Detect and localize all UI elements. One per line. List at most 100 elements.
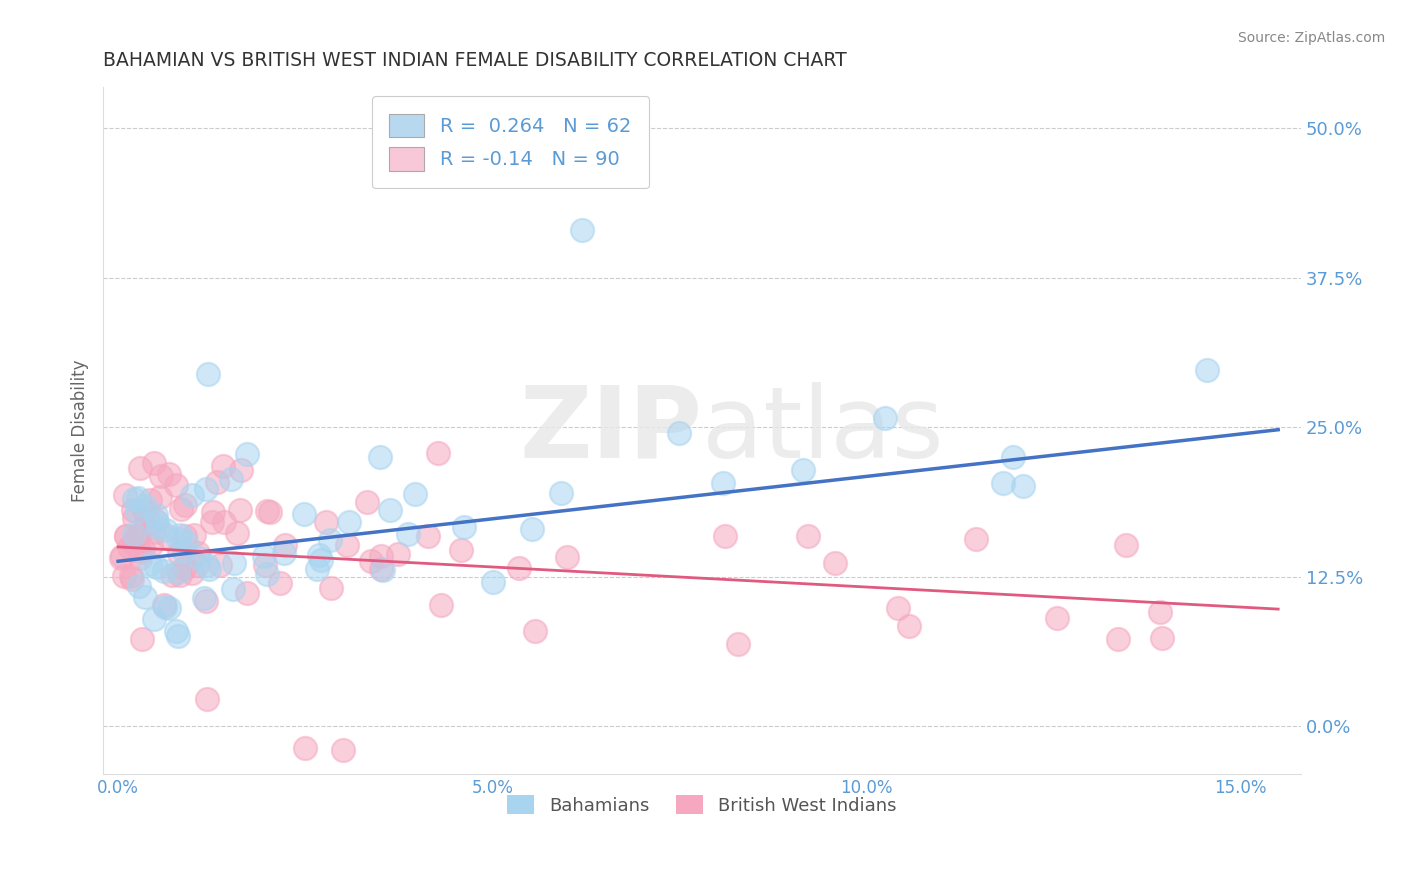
Point: [235, 586, 257, 600]
Text: ZIP: ZIP: [519, 382, 702, 479]
Point: [146, 521, 169, 535]
Point: [152, 598, 174, 612]
Legend: Bahamians, British West Indians: Bahamians, British West Indians: [498, 786, 905, 823]
Point: [1012, 479, 1035, 493]
Point: [339, 515, 361, 529]
Point: [115, 529, 138, 543]
Point: [121, 572, 143, 586]
Point: [396, 527, 419, 541]
Point: [308, 548, 330, 562]
Point: [128, 551, 150, 566]
Point: [167, 629, 190, 643]
Point: [225, 526, 247, 541]
Point: [181, 488, 204, 502]
Point: [416, 528, 439, 542]
Point: [214, 515, 236, 529]
Point: [157, 600, 180, 615]
Point: [368, 450, 391, 465]
Point: [209, 558, 232, 573]
Point: [292, 507, 315, 521]
Point: [142, 612, 165, 626]
Point: [122, 511, 145, 525]
Point: [315, 516, 337, 530]
Point: [122, 503, 145, 517]
Point: [524, 624, 547, 638]
Point: [274, 538, 297, 552]
Point: [169, 545, 191, 559]
Point: [294, 740, 316, 755]
Point: [370, 549, 392, 563]
Point: [122, 527, 145, 541]
Point: [143, 525, 166, 540]
Point: [169, 528, 191, 542]
Point: [174, 498, 197, 512]
Point: [873, 410, 896, 425]
Point: [1107, 632, 1129, 647]
Point: [212, 458, 235, 473]
Point: [173, 544, 195, 558]
Point: [520, 522, 543, 536]
Point: [571, 223, 593, 237]
Point: [145, 508, 167, 522]
Point: [195, 558, 218, 573]
Point: [792, 463, 814, 477]
Point: [360, 554, 382, 568]
Point: [180, 566, 202, 581]
Point: [222, 582, 245, 596]
Point: [453, 520, 475, 534]
Point: [139, 492, 162, 507]
Point: [129, 461, 152, 475]
Point: [128, 579, 150, 593]
Point: [149, 469, 172, 483]
Point: [256, 504, 278, 518]
Point: [193, 591, 215, 605]
Point: [221, 473, 243, 487]
Point: [127, 491, 149, 505]
Y-axis label: Female Disability: Female Disability: [72, 359, 89, 501]
Point: [174, 529, 197, 543]
Point: [110, 550, 132, 565]
Point: [309, 553, 332, 567]
Point: [824, 556, 846, 570]
Point: [198, 562, 221, 576]
Point: [174, 534, 197, 549]
Point: [1197, 362, 1219, 376]
Point: [124, 533, 146, 547]
Point: [155, 600, 177, 615]
Point: [713, 476, 735, 491]
Point: [110, 549, 132, 564]
Point: [112, 569, 135, 583]
Point: [887, 600, 910, 615]
Point: [195, 692, 218, 706]
Point: [125, 504, 148, 518]
Point: [169, 567, 191, 582]
Point: [429, 598, 451, 612]
Text: atlas: atlas: [702, 382, 943, 479]
Point: [205, 475, 228, 489]
Point: [114, 488, 136, 502]
Point: [114, 528, 136, 542]
Point: [555, 549, 578, 564]
Point: [157, 467, 180, 482]
Point: [336, 538, 359, 552]
Text: BAHAMIAN VS BRITISH WEST INDIAN FEMALE DISABILITY CORRELATION CHART: BAHAMIAN VS BRITISH WEST INDIAN FEMALE D…: [103, 51, 846, 70]
Point: [269, 575, 291, 590]
Point: [201, 505, 224, 519]
Point: [173, 561, 195, 575]
Point: [1046, 611, 1069, 625]
Point: [332, 743, 354, 757]
Point: [1115, 538, 1137, 552]
Point: [253, 549, 276, 563]
Point: [371, 563, 394, 577]
Point: [139, 538, 162, 552]
Point: [149, 490, 172, 504]
Point: [195, 483, 218, 497]
Point: [224, 556, 246, 570]
Point: [135, 510, 157, 524]
Point: [122, 536, 145, 550]
Point: [370, 562, 392, 576]
Point: [165, 624, 187, 639]
Point: [170, 501, 193, 516]
Point: [145, 514, 167, 528]
Point: [273, 546, 295, 560]
